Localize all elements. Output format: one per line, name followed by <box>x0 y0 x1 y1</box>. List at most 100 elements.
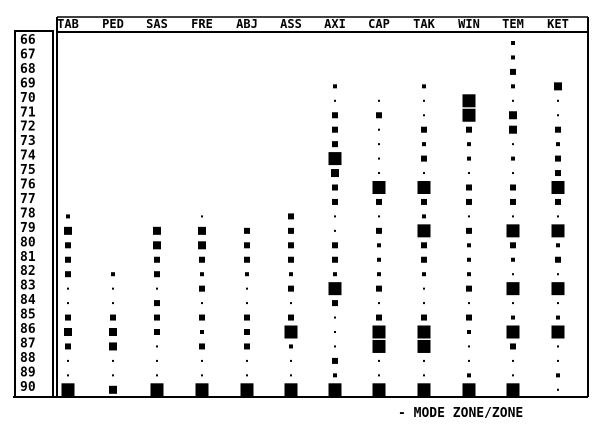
mark-abj-81 <box>244 256 250 263</box>
mark-win-78 <box>468 215 470 218</box>
row-label: 81 <box>20 250 36 265</box>
mark-tak-89 <box>423 374 425 377</box>
mark-axi-86 <box>334 331 336 333</box>
mark-tem-86 <box>506 325 520 339</box>
mark-abj-79 <box>244 227 250 234</box>
mark-fre-81 <box>199 256 205 263</box>
mark-cap-78 <box>378 215 380 218</box>
mark-ped-82 <box>111 272 115 277</box>
mark-win-75 <box>468 172 470 175</box>
mark-abj-83 <box>246 287 248 290</box>
mark-win-85 <box>466 314 472 321</box>
row-label: 85 <box>20 308 36 323</box>
row-label: 71 <box>20 105 36 120</box>
mark-ket-90 <box>557 388 559 391</box>
mark-axi-79 <box>334 229 336 232</box>
mark-ass-82 <box>289 272 293 277</box>
mark-ass-81 <box>288 256 294 263</box>
mark-win-87 <box>468 345 470 348</box>
mark-tak-80 <box>421 242 427 249</box>
mark-axi-78 <box>334 215 336 218</box>
row-label: 80 <box>20 235 36 250</box>
column-label: ABJ <box>236 17 258 31</box>
mark-tak-75 <box>423 172 425 175</box>
mark-abj-80 <box>244 242 250 249</box>
mark-tab-90 <box>61 383 75 397</box>
row-label: 67 <box>20 47 36 62</box>
row-label: 73 <box>20 134 36 149</box>
mark-tem-80 <box>510 242 516 249</box>
mark-cap-84 <box>378 302 380 305</box>
mark-tab-79 <box>64 226 72 235</box>
mark-axi-75 <box>331 169 339 178</box>
mark-win-90 <box>462 383 476 397</box>
mark-tem-71 <box>509 111 517 120</box>
mark-ket-82 <box>557 273 559 276</box>
mark-cap-82 <box>377 272 381 277</box>
mark-tak-78 <box>422 214 426 219</box>
mark-tem-87 <box>510 343 516 350</box>
mark-ket-69 <box>554 82 562 91</box>
mark-axi-89 <box>333 373 337 378</box>
mark-tem-67 <box>511 55 515 60</box>
mark-abj-88 <box>246 359 248 362</box>
mark-fre-85 <box>199 314 205 321</box>
mark-ass-83 <box>288 285 294 292</box>
row-label: 76 <box>20 178 36 193</box>
mark-tem-73 <box>512 143 514 146</box>
column-label: CAP <box>368 17 390 31</box>
mark-tem-82 <box>512 273 514 276</box>
mark-tab-83 <box>67 287 69 290</box>
mark-sas-79 <box>153 226 161 235</box>
mark-cap-76 <box>372 181 386 194</box>
column-label: FRE <box>191 17 213 31</box>
row-label: 78 <box>20 206 36 221</box>
mark-win-89 <box>467 373 471 378</box>
mark-ket-74 <box>555 155 561 162</box>
mark-abj-89 <box>246 374 248 377</box>
mark-sas-82 <box>154 271 160 278</box>
row-label: 69 <box>20 76 36 91</box>
mark-tem-72 <box>509 125 517 134</box>
mark-win-86 <box>467 330 471 334</box>
mark-ped-86 <box>109 328 117 336</box>
row-label: 88 <box>20 351 36 366</box>
column-label: TAK <box>413 17 435 31</box>
mark-cap-79 <box>376 227 382 234</box>
mark-tak-87 <box>417 339 431 353</box>
mark-ket-77 <box>555 198 561 205</box>
mark-tak-70 <box>423 99 425 102</box>
mark-fre-90 <box>195 383 209 397</box>
mark-axi-88 <box>332 357 338 364</box>
mark-ket-86 <box>551 325 565 339</box>
mark-fre-78 <box>201 215 203 218</box>
mark-ped-84 <box>112 302 114 305</box>
row-label: 89 <box>20 365 36 380</box>
column-label: ASS <box>280 17 302 31</box>
mark-axi-84 <box>332 300 338 307</box>
mark-sas-86 <box>154 329 160 335</box>
row-label: 66 <box>20 33 36 48</box>
mark-ket-71 <box>557 114 559 117</box>
mark-tak-90 <box>417 383 431 397</box>
mark-sas-84 <box>154 300 160 307</box>
mark-ass-78 <box>288 213 294 220</box>
mark-axi-71 <box>332 112 338 119</box>
row-label: 74 <box>20 149 36 164</box>
mark-tem-77 <box>510 198 516 205</box>
row-label: 84 <box>20 293 36 308</box>
column-label: SAS <box>146 17 168 31</box>
mark-tak-86 <box>417 325 431 339</box>
mark-win-83 <box>466 285 472 292</box>
mark-tab-89 <box>67 374 69 377</box>
mark-ass-80 <box>288 242 294 249</box>
mark-tem-69 <box>511 84 515 89</box>
row-label: 82 <box>20 264 36 279</box>
mark-tak-84 <box>423 302 425 305</box>
mark-tab-81 <box>65 256 71 263</box>
column-label: PED <box>102 17 124 31</box>
mark-tem-89 <box>512 374 514 377</box>
mark-win-79 <box>466 227 472 234</box>
mark-ass-90 <box>284 383 298 397</box>
